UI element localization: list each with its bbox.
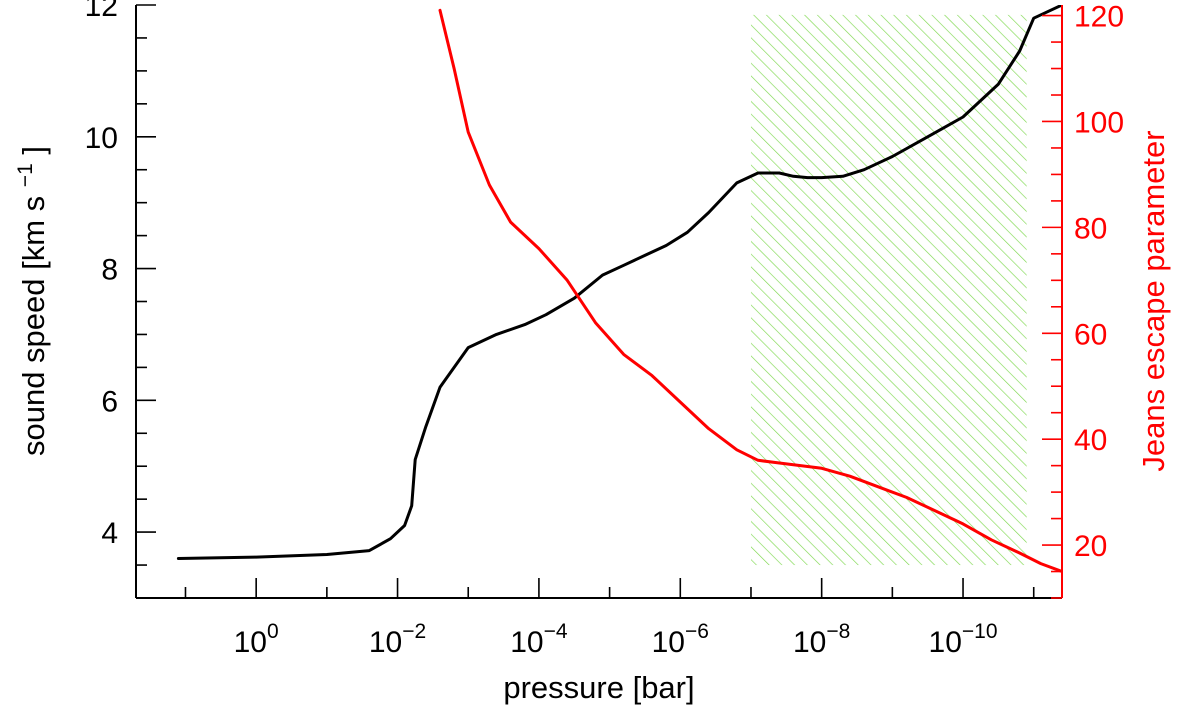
y-left-title-end: ] [16, 146, 51, 155]
shaded-region [750, 14, 1027, 566]
y-right-axis-title: Jeans escape parameter [1136, 130, 1171, 471]
x-tick-label-base: 10 [929, 626, 962, 659]
y-right-tick-label: 60 [1074, 318, 1107, 351]
x-tick-label: 10−10 [929, 620, 998, 659]
y-right-tick-label: 80 [1074, 212, 1107, 245]
y-left-tick-label: 4 [101, 517, 118, 550]
y-right-tick-label: 40 [1074, 424, 1107, 457]
x-tick-label-exp: −10 [962, 620, 998, 643]
x-tick-label: 100 [234, 620, 279, 659]
y-right-tick-label: 120 [1074, 1, 1124, 34]
y-left-tick-label: 6 [101, 385, 118, 418]
y-left-axis-title: sound speed [km s −1 ] [4, 146, 51, 456]
x-axis-title: pressure [bar] [503, 670, 694, 705]
y-right-tick-label: 100 [1074, 106, 1124, 139]
x-tick-label-exp: −8 [826, 620, 850, 643]
y-left-title-main: sound speed [km s [16, 196, 51, 456]
x-tick-label-exp: 0 [267, 620, 279, 643]
x-tick-label-exp: −2 [402, 620, 426, 643]
x-tick-label: 10−2 [369, 620, 426, 659]
series-layer [176, 5, 1062, 573]
sound-speed-line [176, 5, 1062, 560]
x-tick-label: 10−4 [510, 620, 568, 659]
x-tick-label-base: 10 [234, 626, 267, 659]
y-left-title-exp: −1 [14, 163, 37, 187]
x-tick-label: 10−6 [652, 620, 709, 659]
shaded-region-layer [750, 14, 1027, 566]
y-left-tick-label: 10 [85, 122, 118, 155]
y-right-tick-label: 20 [1074, 530, 1107, 563]
x-tick-label-base: 10 [652, 626, 685, 659]
x-tick-label-base: 10 [793, 626, 826, 659]
x-tick-label-exp: −6 [685, 620, 709, 643]
x-tick-label-base: 10 [369, 626, 402, 659]
x-tick-label-base: 10 [510, 626, 543, 659]
y-left-tick-label: 8 [101, 254, 118, 287]
axes-layer: 100 10−2 10−4 10−6 10−8 10−104681012204060801… [85, 0, 1124, 659]
x-tick-label: 10−8 [793, 620, 850, 659]
y-left-tick-label: 12 [85, 0, 118, 23]
jeans-escape-parameter-line [438, 8, 1062, 573]
x-tick-label-exp: −4 [544, 620, 568, 643]
